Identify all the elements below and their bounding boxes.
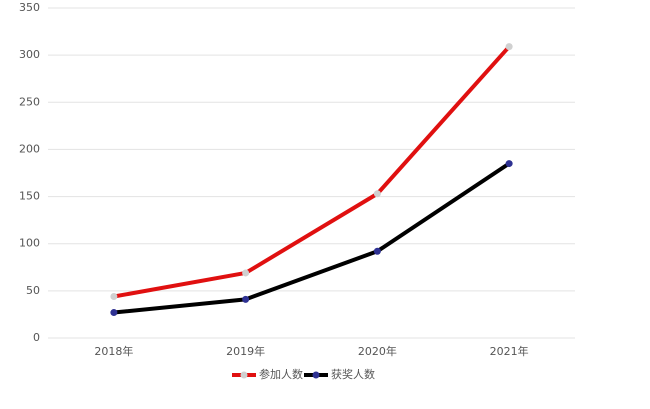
legend-label: 参加人数 [259,367,303,381]
y-tick-label: 350 [19,1,40,14]
legend-label: 获奖人数 [331,367,375,381]
y-tick-label: 100 [19,237,40,250]
y-tick-label: 250 [19,95,40,108]
data-point [505,160,513,168]
y-tick-label: 50 [26,284,40,297]
y-tick-label: 150 [19,190,40,203]
data-point [373,247,381,255]
x-tick-label: 2019年 [226,344,265,358]
data-point [242,269,250,277]
data-point [110,309,118,317]
data-point [505,43,513,51]
series-line [113,45,511,299]
x-tick-label: 2021年 [490,344,529,358]
legend-marker [312,371,320,379]
x-tick-label: 2018年 [94,344,133,358]
data-point [373,190,381,198]
y-tick-label: 200 [19,142,40,155]
y-tick-label: 300 [19,48,40,61]
x-tick-label: 2020年 [358,344,397,358]
legend-marker [240,371,248,379]
data-point [242,295,250,303]
series-line [113,161,511,315]
y-tick-label: 0 [33,331,40,344]
data-point [110,293,118,301]
